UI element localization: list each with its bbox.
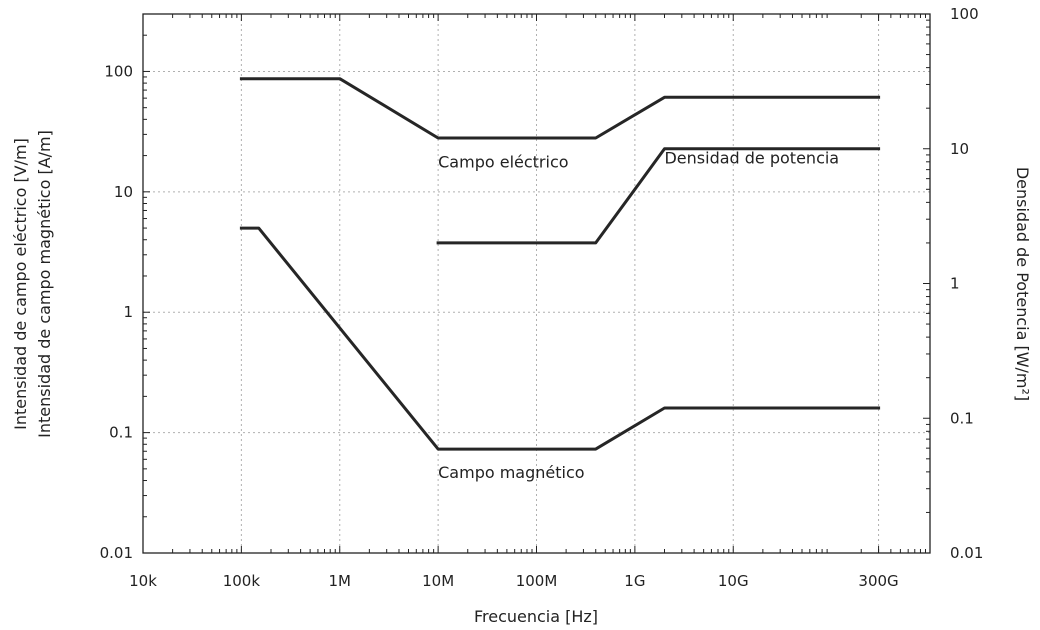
y2-tick-label: 100 [950, 5, 979, 23]
y-tick-label: 10 [114, 183, 133, 201]
x-tick-label: 300G [858, 572, 898, 590]
gridlines [143, 14, 930, 553]
x-tick-label: 1M [329, 572, 352, 590]
x-tick-labels: 10k 100k 1M 10M 100M 1G 10G 300G [129, 572, 899, 590]
y-tick-label: 100 [104, 62, 133, 80]
y-tick-label: 0.01 [100, 544, 133, 562]
x-tick-label: 10G [718, 572, 749, 590]
x-tick-label: 10M [422, 572, 454, 590]
series-lines [239, 77, 881, 451]
y2-tick-label: 1 [950, 275, 960, 293]
series-line [239, 226, 881, 451]
annotation-label: Campo magnético [438, 463, 584, 482]
y-tick-labels: 0.01 0.1 1 10 100 [100, 62, 133, 562]
y2-tick-label: 0.1 [950, 409, 974, 427]
annotations: Campo eléctrico Densidad de potencia Campo… [438, 148, 839, 482]
x-axis-title: Frecuencia [Hz] [474, 607, 598, 626]
y2-tick-labels: 0.01 0.1 1 10 100 [950, 5, 983, 562]
y2-tick-label: 10 [950, 140, 969, 158]
annotation-label: Campo eléctrico [438, 152, 568, 171]
x-tick-label: 100M [516, 572, 558, 590]
y2-tick-label: 0.01 [950, 544, 983, 562]
series-line [436, 147, 881, 245]
series-line [239, 77, 881, 140]
x-tick-label: 10k [129, 572, 157, 590]
tick-marks [142, 13, 930, 554]
x-tick-label: 1G [624, 572, 645, 590]
y-tick-label: 1 [123, 303, 133, 321]
x-tick-label: 100k [223, 572, 261, 590]
y-axis-title-line2: Intensidad de campo magnético [A/m] [35, 130, 54, 438]
y2-axis-title: Densidad de Potencia [W/m²] [1013, 167, 1032, 401]
y-tick-label: 0.1 [109, 424, 133, 442]
annotation-label: Densidad de potencia [664, 148, 839, 167]
y-axis-title-line1: Intensidad de campo eléctrico [V/m] [11, 138, 30, 430]
